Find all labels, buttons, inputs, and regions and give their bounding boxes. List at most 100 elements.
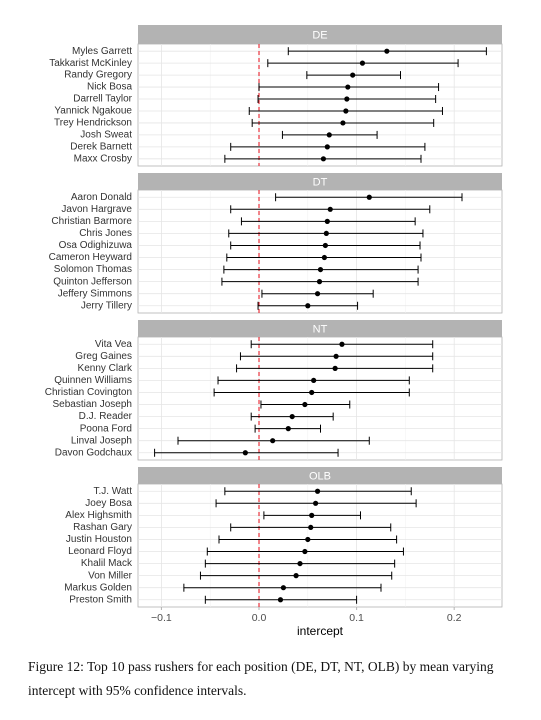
y-tick-label: Christian Barmore (51, 216, 132, 227)
point (333, 353, 339, 359)
y-tick-label: Randy Gregory (64, 70, 132, 81)
y-tick-label: Vita Vea (95, 339, 133, 350)
strip (138, 25, 502, 44)
y-tick-label: Chris Jones (79, 228, 132, 239)
point (285, 426, 291, 432)
y-tick-label: Osa Odighizuwa (59, 240, 133, 251)
point (309, 389, 315, 396)
y-tick-label: Aaron Donald (71, 192, 132, 203)
point (332, 365, 338, 371)
y-tick-label: Derek Barnett (70, 142, 132, 153)
point (350, 72, 356, 78)
y-tick-label: Linval Joseph (71, 435, 132, 446)
point (339, 341, 345, 347)
strip-label: DT (313, 176, 328, 188)
x-tick-label: 0.2 (447, 612, 462, 624)
y-tick-label: Rashan Gary (73, 522, 132, 533)
x-tick-label: 0.0 (252, 612, 267, 624)
point (345, 84, 351, 90)
point (270, 438, 276, 444)
y-tick-label: Jeffery Simmons (58, 288, 132, 299)
panel (137, 483, 503, 608)
strip (138, 320, 502, 337)
panel (137, 43, 503, 167)
y-tick-label: Sebastian Joseph (52, 399, 132, 410)
strip-label: OLB (309, 470, 331, 482)
point (242, 450, 248, 456)
strip-label: NT (313, 323, 328, 335)
point (323, 230, 329, 237)
point (305, 303, 311, 309)
point (359, 60, 366, 66)
y-tick-label: Alex Highsmith (65, 510, 132, 521)
point (308, 524, 314, 531)
point (289, 413, 295, 420)
point (344, 96, 350, 102)
point (314, 291, 321, 297)
point (320, 156, 327, 162)
point (277, 597, 284, 603)
y-tick-label: Solomon Thomas (54, 264, 132, 275)
point (343, 108, 349, 114)
point (297, 560, 303, 567)
point (317, 266, 324, 273)
y-tick-label: Maxx Crosby (74, 153, 132, 164)
point (326, 132, 332, 138)
caption: Figure 12: Top 10 pass rushers for each … (28, 659, 494, 698)
y-tick-label: Josh Sweat (80, 130, 132, 141)
y-tick-label: Davon Godchaux (55, 447, 132, 458)
point (322, 242, 328, 249)
point (305, 536, 311, 543)
y-tick-label: Poona Ford (80, 423, 132, 434)
y-tick-label: Nick Bosa (87, 82, 132, 93)
point (324, 218, 330, 224)
x-axis-title: intercept (297, 624, 344, 638)
point (321, 254, 327, 261)
point (316, 279, 323, 285)
y-tick-label: Quinnen Williams (54, 375, 132, 386)
y-tick-label: Preston Smith (69, 594, 132, 605)
y-tick-label: Myles Garrett (72, 46, 132, 57)
point (366, 194, 372, 200)
y-tick-label: Jerry Tillery (81, 300, 132, 311)
point (311, 377, 317, 384)
y-tick-label: Trey Hendrickson (54, 118, 132, 129)
point (293, 573, 299, 579)
point (313, 500, 319, 506)
point (314, 488, 321, 494)
y-tick-label: Justin Houston (66, 534, 132, 545)
strip (138, 173, 502, 190)
point (302, 401, 308, 408)
y-tick-label: Christian Covington (45, 387, 132, 398)
point (280, 585, 287, 591)
y-tick-label: T.J. Watt (93, 486, 132, 497)
y-tick-label: Leonard Floyd (68, 546, 132, 557)
y-tick-label: Greg Gaines (75, 351, 132, 362)
strip (138, 467, 502, 484)
point (384, 48, 390, 54)
y-tick-label: Khalil Mack (81, 558, 133, 569)
x-tick-label: −0.1 (151, 612, 172, 624)
y-tick-label: Kenny Clark (78, 363, 133, 374)
y-tick-label: Cameron Heyward (49, 252, 132, 263)
y-tick-label: Von Miller (88, 570, 133, 581)
point (302, 548, 308, 555)
y-tick-label: D.J. Reader (79, 411, 133, 422)
point (324, 144, 330, 150)
strip-label: DE (312, 29, 327, 41)
y-tick-label: Yannick Ngakoue (54, 106, 132, 117)
y-tick-label: Javon Hargrave (61, 204, 132, 215)
y-tick-label: Darrell Taylor (73, 94, 132, 105)
y-tick-label: Takkarist McKinley (49, 58, 132, 69)
point (309, 512, 315, 518)
point (327, 206, 333, 212)
panel (137, 189, 503, 314)
x-tick-label: 0.1 (349, 612, 364, 624)
y-tick-label: Joey Bosa (85, 498, 132, 509)
panel (137, 336, 503, 461)
point (340, 120, 346, 126)
y-tick-label: Markus Golden (64, 582, 132, 593)
y-tick-label: Quinton Jefferson (53, 276, 132, 287)
